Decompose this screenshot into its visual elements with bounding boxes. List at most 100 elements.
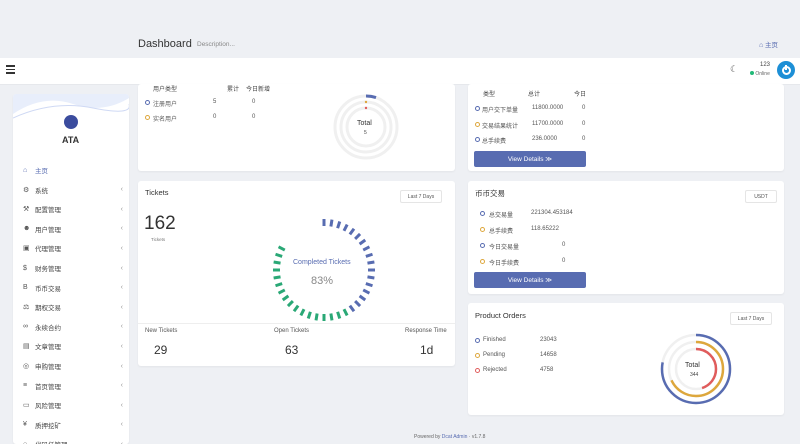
logo-text[interactable]: ATA: [62, 135, 80, 145]
sidebar-item-label: 文章管理: [35, 344, 61, 352]
sidebar-item-12[interactable]: ▭ 风险管理 ‹: [23, 398, 123, 412]
currency-select[interactable]: USDT: [745, 190, 777, 203]
tickets-range-select[interactable]: Last 7 Days: [400, 190, 442, 203]
ticket-ring-segment: [367, 260, 375, 265]
ticket-ring-segment: [362, 245, 371, 252]
ticket-ring-segment: [365, 282, 373, 288]
legend-dot-icon: [480, 211, 485, 216]
ticket-ring-segment: [358, 238, 367, 246]
ticket-ring-segment: [286, 300, 294, 308]
orders-col-today: 今日: [574, 92, 587, 98]
user-status-label: Online: [755, 71, 770, 77]
sidebar-item-14[interactable]: ○代码任管理 ‹: [23, 437, 123, 444]
sidebar-item-13[interactable]: ¥ 质押挖矿 ‹: [23, 418, 123, 432]
product-orders-donut: [660, 333, 732, 405]
bitcoin-icon: B: [23, 284, 28, 292]
completed-tickets-percent: 83%: [311, 275, 334, 287]
orders-summary-card: 类型 总计 今日 用户交下单量 11800.0000 0 交易结果统计 11700.00…: [468, 84, 784, 171]
sidebar-item-10[interactable]: ◎ 申购管理 ‹: [23, 359, 123, 373]
ticket-ring-segment: [348, 227, 356, 236]
sidebar-item-3[interactable]: ☻ 用户管理 ‹: [23, 222, 123, 236]
yen-icon: ¥: [23, 421, 27, 429]
logo-icon: [64, 115, 78, 129]
ticket-ring-segment: [358, 294, 367, 302]
chevron-left-icon: ‹: [120, 205, 123, 213]
product-row-value: 23043: [540, 337, 557, 343]
legend-dot-icon: [475, 338, 480, 343]
users-row-total: 5: [213, 99, 217, 105]
online-dot-icon: [750, 71, 754, 75]
sidebar-item-label: 代码任管理: [35, 439, 68, 444]
orders-view-details-button[interactable]: View Details ≫: [474, 151, 586, 167]
moon-icon[interactable]: ☾: [730, 64, 739, 74]
orders-row-today: 0: [582, 120, 586, 127]
sidebar-item-7[interactable]: ⚖ 期权交易 ‹: [23, 300, 123, 314]
coin-row-value: 221304.453184: [531, 210, 573, 216]
orders-row-total: 11700.0000: [532, 120, 564, 127]
newspaper-icon: ▤: [23, 343, 30, 351]
product-orders-card: Product Orders Last 7 Days Finished 23043…: [468, 303, 784, 415]
product-row-label: Finished: [483, 337, 506, 343]
sidebar-item-label: 申购管理: [35, 364, 61, 371]
legend-dot-icon: [480, 259, 485, 264]
sidebar-item-label: 质押挖矿: [35, 422, 61, 430]
coin-trading-title: 币币交易: [475, 189, 505, 198]
sidebar-item-1[interactable]: ⚙ 系统 ‹: [23, 183, 123, 197]
sidebar-item-4[interactable]: ▣ 代理管理 ‹: [23, 241, 123, 255]
ticket-ring-segment: [329, 313, 334, 321]
monitor-icon: ▭: [23, 402, 30, 410]
coin-view-details-button[interactable]: View Details ≫: [474, 272, 586, 288]
ticket-stat-value: 63: [285, 343, 299, 357]
chevron-left-icon: ‹: [120, 342, 123, 350]
sidebar-item-label: 主页: [35, 168, 48, 175]
legend-dot-icon: [475, 368, 480, 373]
avatar[interactable]: [777, 61, 795, 79]
chevron-left-icon: ‹: [121, 441, 123, 444]
sidebar-item-5[interactable]: $ 财务管理 ‹: [23, 261, 123, 275]
gear-icon: ⚙: [23, 186, 30, 194]
product-row-label: Rejected: [483, 367, 507, 373]
home-breadcrumb-link[interactable]: ⌂ 主页: [759, 39, 778, 49]
menu-toggle-icon[interactable]: [6, 65, 15, 74]
chevron-left-icon: ‹: [120, 382, 123, 390]
completed-tickets-ring: [273, 219, 375, 321]
footer-brand-link[interactable]: Dcat Admin: [441, 434, 468, 440]
sidebar-item-label: 用户管理: [35, 226, 61, 234]
globe-icon: ◎: [23, 363, 30, 370]
chevron-left-icon: ‹: [120, 323, 123, 331]
users-col-today: 今日新增: [246, 87, 271, 93]
list-icon: ≡: [23, 382, 28, 390]
coin-row-label: 总手续费: [489, 229, 514, 235]
sidebar-item-6[interactable]: B 币币交易 ‹: [23, 281, 123, 295]
ticket-ring-segment: [336, 221, 342, 229]
user-name[interactable]: 123: [760, 62, 771, 68]
sidebar-item-8[interactable]: ∞ 永续合约 ‹: [23, 320, 123, 334]
home-icon: ⌂: [758, 42, 764, 49]
tickets-title: Tickets: [145, 188, 169, 197]
circle-icon: ○: [23, 441, 35, 444]
sidebar-item-label: 代理管理: [35, 246, 61, 254]
chevron-left-icon: ‹: [120, 186, 123, 194]
ticket-stat-value: 1d: [420, 343, 434, 357]
product-orders-title: Product Orders: [475, 311, 526, 320]
sidebar-item-9[interactable]: ▤ 文章管理 ‹: [23, 339, 123, 353]
power-icon: [781, 64, 791, 75]
home-icon: ⌂: [23, 166, 28, 174]
tickets-divider: [138, 323, 455, 324]
product-donut-value: 344: [690, 372, 699, 378]
product-row-label: Pending: [483, 352, 506, 358]
ticket-ring-segment: [348, 304, 356, 313]
ticket-ring-segment: [342, 308, 349, 317]
coin-row-value: 0: [562, 258, 566, 264]
product-orders-range-select[interactable]: Last 7 Days: [730, 312, 772, 325]
tickets-card: Tickets Last 7 Days 162 Tickets Complete…: [138, 181, 455, 366]
users-donut-label: Total: [357, 120, 372, 127]
legend-dot-icon: [475, 121, 480, 127]
orders-col-total: 总计: [528, 92, 541, 98]
footer-version: v1.7.8: [471, 434, 486, 440]
product-row-value: 14658: [540, 352, 557, 358]
sidebar-item-11[interactable]: ≡ 首页管理 ‹: [23, 379, 123, 393]
sidebar-item-0[interactable]: ⌂ 主页: [23, 163, 123, 177]
legend-dot-icon: [480, 243, 485, 248]
sidebar-item-2[interactable]: ⚒ 配置管理 ‹: [23, 202, 123, 216]
